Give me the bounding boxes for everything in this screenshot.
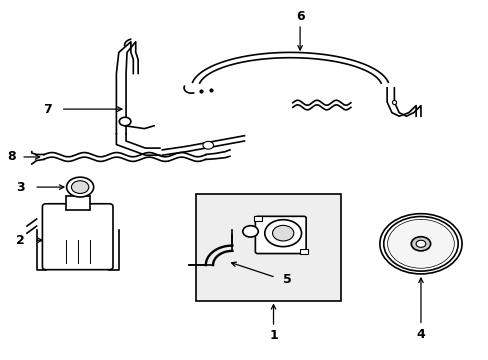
Text: 1: 1 <box>268 329 277 342</box>
FancyBboxPatch shape <box>42 204 113 270</box>
Bar <box>65 196 90 210</box>
Bar <box>196 194 341 301</box>
Circle shape <box>410 237 430 251</box>
Bar <box>299 249 307 254</box>
Text: 4: 4 <box>416 328 425 341</box>
Circle shape <box>379 214 461 274</box>
Circle shape <box>71 181 89 193</box>
Circle shape <box>272 225 293 241</box>
Circle shape <box>119 117 131 126</box>
Circle shape <box>383 216 457 271</box>
Text: 7: 7 <box>43 103 52 116</box>
Bar <box>253 216 261 221</box>
Circle shape <box>264 220 301 247</box>
Text: 3: 3 <box>16 181 25 194</box>
Text: 5: 5 <box>282 274 291 287</box>
Circle shape <box>243 226 258 237</box>
Circle shape <box>415 240 425 247</box>
Text: 2: 2 <box>16 234 25 247</box>
Circle shape <box>203 141 213 149</box>
Circle shape <box>387 219 453 268</box>
Text: 6: 6 <box>295 10 304 23</box>
FancyBboxPatch shape <box>255 216 305 253</box>
Circle shape <box>66 177 94 197</box>
Text: 8: 8 <box>7 150 16 163</box>
